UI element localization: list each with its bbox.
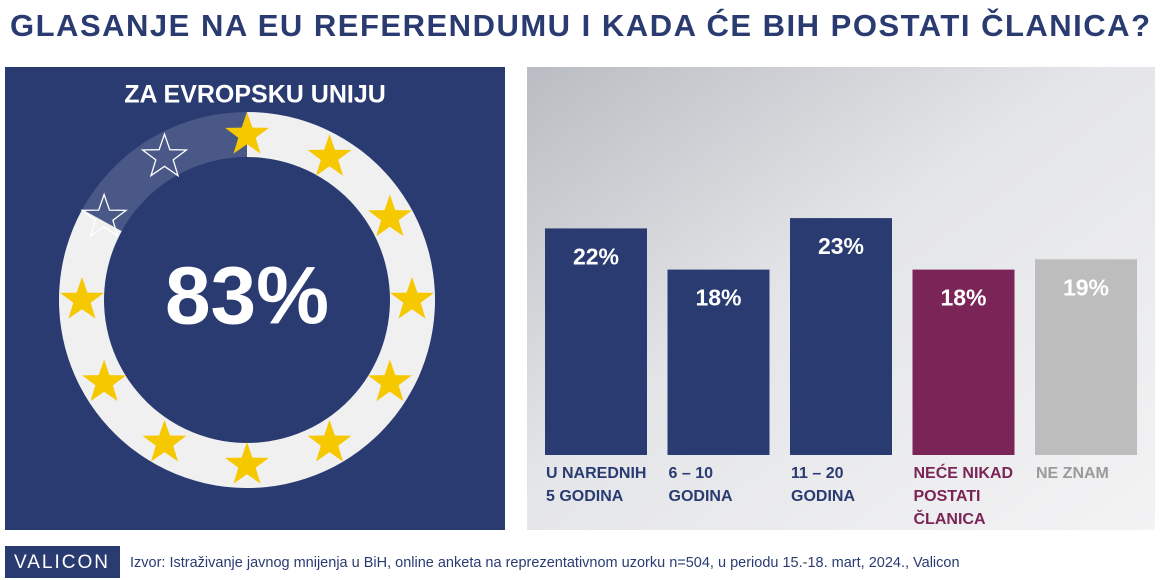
bar [667,269,770,455]
star [368,359,412,402]
star [80,192,128,238]
bar [1035,259,1137,455]
bar-value-label: 18% [940,285,986,311]
category-label: NEĆE NIKAD POSTATI ČLANICA [913,465,1014,528]
star [82,359,126,402]
page-title: GLASANJE NA EU REFERENDUMU I KADA ĆE BIH… [10,7,1150,43]
donut-title: ZA EVROPSKU UNIJU [124,81,386,109]
donut-value-label: 83% [165,251,329,342]
bar-value-label: 19% [1063,274,1109,300]
brand-box [5,546,120,578]
bar-value-label: 22% [573,243,619,269]
bar [545,228,647,455]
star [390,277,434,319]
star [225,112,269,154]
source: Izvor: Istraživanje javnog mnijenja u Bi… [130,555,960,571]
star [225,442,269,484]
star [60,277,104,319]
category-label: 6 – 10 GODINA [668,465,733,505]
star [307,134,352,176]
category-label: NE ZNAM [1036,465,1109,482]
brand: VALICON [14,552,110,573]
bars: 22% 18% 23% 18% 19% [545,218,1137,455]
category-label: U NAREDNIH 5 GODINA [546,465,647,505]
bar-value-label: 23% [818,233,864,259]
bar-value-label: 18% [695,285,741,311]
star [368,194,412,237]
donut [58,112,435,488]
star [307,419,352,462]
category-label: 11 – 20 GODINA [791,465,855,505]
bar [790,218,892,455]
star [140,132,189,178]
star [142,419,187,462]
bar [912,269,1015,455]
